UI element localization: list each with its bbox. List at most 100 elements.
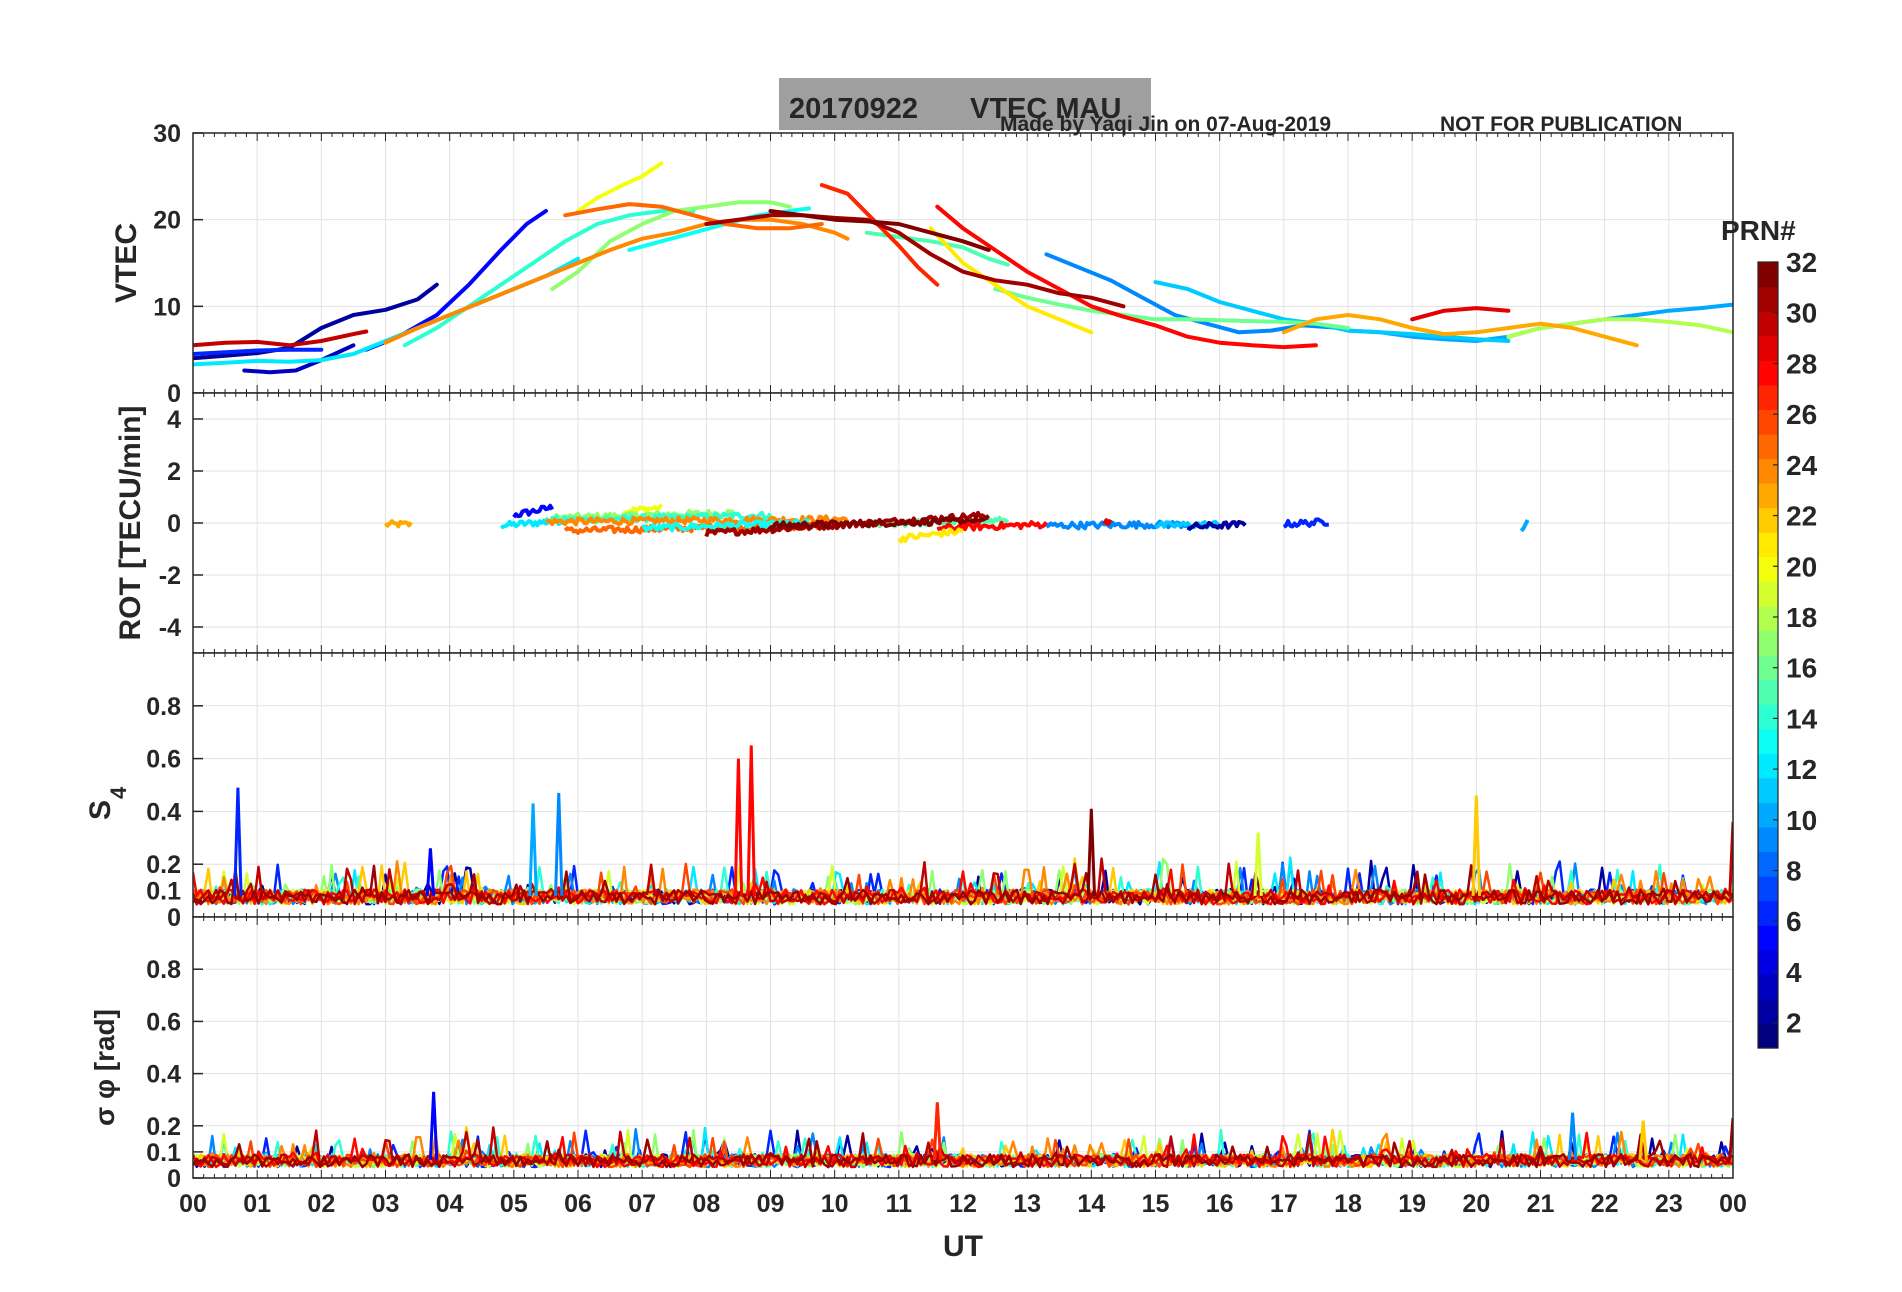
s4-spike-prn-22 [1471, 795, 1482, 896]
vtec-series-prn-14 [402, 209, 696, 348]
ut-tick-label: 02 [307, 1190, 335, 1218]
ut-tick-label: 13 [1013, 1190, 1041, 1218]
colorbar-tick-label: 28 [1786, 348, 1817, 379]
vtec-series-prn-25 [563, 202, 824, 231]
ut-tick-label: 04 [436, 1190, 464, 1218]
s4-data [193, 745, 1733, 906]
s4-ytick-label: 0.4 [146, 798, 181, 826]
rot-segment-prn-5 [512, 503, 555, 519]
s4-ylabel: S [84, 800, 117, 820]
colorbar-swatch [1758, 335, 1778, 361]
vtec-ylabel: VTEC [110, 223, 143, 303]
colorbar-swatch [1758, 949, 1778, 975]
credit-text: Made by Yaqi Jin on 07-Aug-2019 [1000, 113, 1331, 136]
colorbar-swatch [1758, 384, 1778, 410]
sigma_phi-spike-prn-22 [1638, 1120, 1648, 1160]
s4-panel: 00.10.2 0.4 0.6 0.8 S4 [84, 652, 1734, 932]
s4-spike-prn-5 [425, 848, 436, 896]
s4-spike-prn-30 [1728, 821, 1733, 896]
title-date: 20170922 [789, 93, 918, 125]
ut-tick-label: 17 [1270, 1190, 1298, 1218]
s4-ytick-label: 0.1 [146, 878, 181, 906]
ut-tick-label: 01 [243, 1190, 271, 1218]
sigma_phi-ytick-label: 0.1 [146, 1139, 181, 1167]
ut-tick-label: 16 [1206, 1190, 1234, 1218]
rot-segment-prn-28 [936, 520, 1049, 533]
vtec-series-prn-31 [704, 213, 1126, 309]
colorbar-swatch [1758, 581, 1778, 607]
rot-data [384, 503, 1530, 544]
vtec-series-prn-16 [993, 287, 1350, 330]
colorbar-swatch [1758, 556, 1778, 582]
sigma_phi-ytick-label: 0.6 [146, 1008, 181, 1036]
vtec-series-prn-32 [768, 209, 991, 252]
vtec-ytick-label: 20 [153, 207, 181, 235]
rot-ytick-label: 0 [167, 510, 181, 538]
s4-trace-prn-30 [193, 857, 1733, 906]
sigma_phi-spike-prn-9 [1567, 1112, 1578, 1160]
ut-tick-label: 19 [1398, 1190, 1426, 1218]
s4-spike-prn-6 [233, 787, 243, 896]
colorbar-swatch [1758, 507, 1778, 533]
vtec-series-prn-6 [193, 347, 324, 356]
vtec-data [193, 161, 1733, 375]
vtec-series-prn-21 [928, 226, 1094, 335]
rot-segment-prn-2 [1186, 519, 1247, 531]
ut-tick-label: 09 [757, 1190, 785, 1218]
s4-ytick-label: 0 [167, 904, 181, 932]
ut-tick-label: 00 [1719, 1190, 1747, 1218]
ut-tick-label: 10 [821, 1190, 849, 1218]
rot-segment-prn-13 [641, 518, 810, 533]
ut-tick-label: 21 [1527, 1190, 1555, 1218]
ut-tick-label: 07 [628, 1190, 656, 1218]
colorbar-tick-label: 12 [1786, 754, 1817, 785]
ut-tick-label: 15 [1142, 1190, 1170, 1218]
sigma_phi-spike-prn-5 [428, 1091, 439, 1160]
rot-ylabel: ROT [TECU/min] [114, 406, 147, 641]
colorbar-tick-label: 4 [1786, 957, 1802, 988]
colorbar-tick-label: 32 [1786, 247, 1817, 278]
colorbar-swatch [1758, 311, 1778, 337]
colorbar-swatch [1758, 826, 1778, 853]
title-label: VTEC MAU [970, 93, 1121, 125]
rot-segment-prn-32 [768, 515, 989, 531]
s4-spike-prn-32 [1086, 808, 1097, 896]
colorbar-tick-label: 24 [1786, 450, 1818, 481]
s4-ylabel-sub: 4 [106, 786, 131, 799]
colorbar-title: PRN# [1721, 215, 1796, 246]
colorbar-swatch [1758, 458, 1778, 484]
ut-xlabel: UT [943, 1230, 983, 1263]
s4-ytick-label: 0.6 [146, 746, 181, 774]
vtec-series-prn-2 [193, 282, 439, 361]
sigma_phi-spike-prn-31 [1728, 1117, 1733, 1160]
colorbar-swatch [1758, 974, 1778, 1000]
rot-segment-prn-6 [1282, 517, 1329, 529]
vtec-series-prn-3 [242, 343, 356, 375]
ut-tick-label: 11 [886, 1190, 913, 1218]
s4-ytick-label: 0.2 [146, 851, 181, 879]
colorbar-swatch [1758, 753, 1778, 779]
s4-spike-prn-10 [528, 803, 538, 896]
colorbar-frame [1757, 261, 1779, 1049]
sigma_phi-panel: 00.10.2 0.4 0.6 0.8 σ φ [rad] 00 01 02 03 04 05 06 0… [89, 916, 1747, 1263]
colorbar-tick-label: 8 [1786, 856, 1802, 887]
s4-spike-prn-9 [554, 792, 564, 896]
colorbar-swatch [1758, 728, 1778, 754]
sigma_phi-ytick-label: 0.8 [146, 956, 181, 984]
colorbar-swatch [1758, 286, 1778, 312]
sigma_phi-ytick-label: 0 [167, 1165, 181, 1193]
sigma_phi-ytick-label: 0.4 [146, 1061, 181, 1089]
ut-tick-label: 08 [692, 1190, 720, 1218]
rot-segment-prn-10 [1519, 519, 1530, 533]
sigma_phi-trace-prn-31 [193, 1130, 1733, 1169]
vtec-ytick-label: 30 [153, 120, 181, 148]
s4-spike-prn-28 [733, 758, 744, 896]
colorbar-swatch [1758, 605, 1778, 632]
colorbar-swatch [1758, 630, 1778, 656]
ut-tick-label: 03 [372, 1190, 400, 1218]
ut-tick-label: 22 [1591, 1190, 1619, 1218]
vtec-ytick-label: 10 [153, 293, 181, 321]
